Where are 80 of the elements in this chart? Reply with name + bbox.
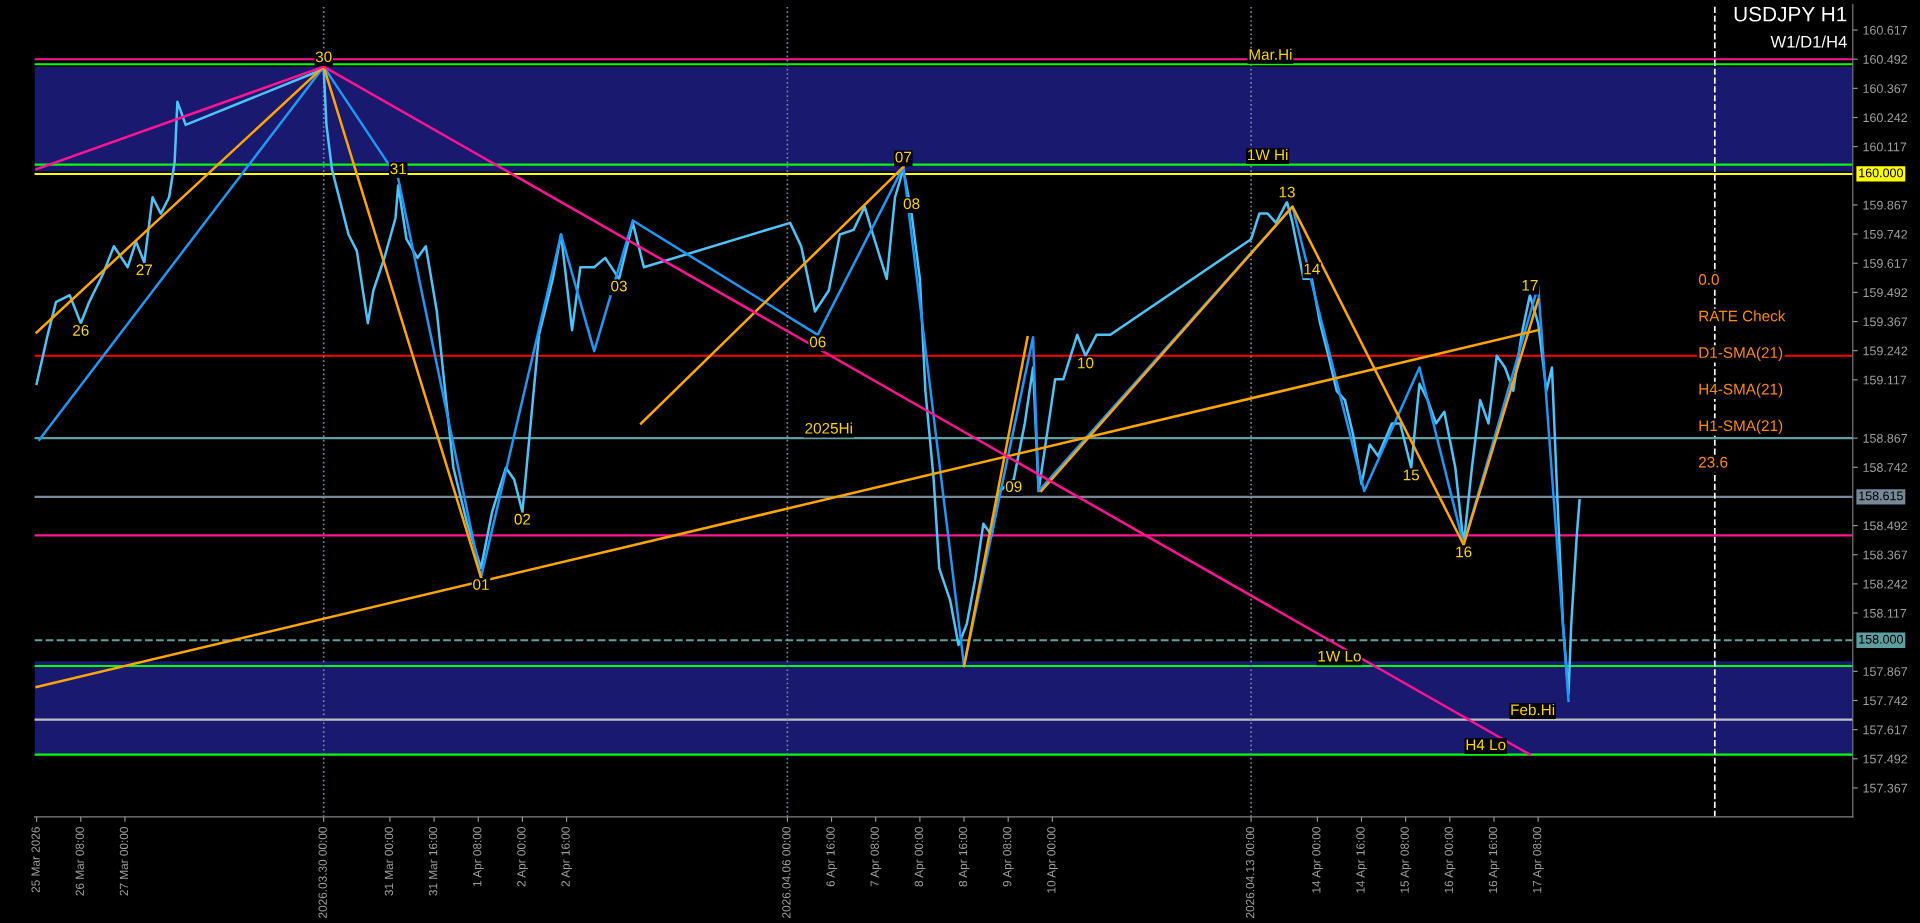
y-tick-label: 158.117: [1863, 608, 1907, 618]
annotation: 07: [895, 151, 912, 163]
y-tick-label: 158.242: [1863, 579, 1908, 589]
ref-line-label: 158.000: [1859, 634, 1903, 644]
x-tick-label: 31 Mar 16:00: [428, 827, 438, 896]
y-tick-label: 158.492: [1863, 521, 1908, 531]
ref-line-label: 158.615: [1859, 491, 1903, 501]
annotation: 1W Lo: [1318, 650, 1361, 662]
x-tick-label: 25 Mar 2026: [31, 827, 40, 893]
x-tick-label: 14 Apr 00:00: [1312, 827, 1323, 893]
y-tick-label: 159.367: [1863, 317, 1908, 327]
y-tick-label: 159.617: [1863, 259, 1908, 268]
annotation: 15: [1403, 469, 1420, 481]
annotation: 10: [1078, 357, 1094, 369]
y-tick-label: 158.742: [1863, 463, 1908, 472]
x-tick-label: 6 Apr 16:00: [826, 827, 838, 887]
annotation: Mar.Hi: [1249, 48, 1292, 60]
y-tick-label: 160.367: [1863, 84, 1908, 93]
chart-title: USDJPY H1: [1734, 6, 1847, 22]
annotation: 06: [809, 336, 826, 348]
y-tick-label: 160.117: [1863, 142, 1907, 152]
annotation: 26: [73, 324, 89, 336]
x-tick-label: 8 Apr 00:00: [914, 827, 926, 887]
annotation: 17: [1522, 280, 1538, 291]
x-tick-label: 2 Apr 00:00: [517, 827, 528, 887]
annotation: 2025Hi: [805, 422, 852, 434]
annotation: 13: [1279, 186, 1295, 198]
annotation: Feb.Hi: [1511, 703, 1555, 716]
y-tick-label: 160.492: [1863, 54, 1908, 64]
x-tick-label: 8 Apr 16:00: [958, 827, 970, 887]
y-tick-label: 157.617: [1863, 725, 1908, 735]
y-tick-label: 159.242: [1863, 346, 1908, 356]
annotation: 1W Hi: [1248, 148, 1288, 161]
annotation: 09: [1005, 481, 1022, 493]
x-tick-label: 1 Apr 08:00: [473, 827, 484, 887]
y-tick-label: 158.367: [1863, 550, 1908, 560]
annotation: 08: [903, 198, 920, 210]
x-tick-label: 7 Apr 08:00: [870, 827, 882, 887]
y-tick-label: 157.367: [1863, 783, 1908, 793]
annotation: 02: [514, 513, 531, 525]
x-tick-label: 14 Apr 16:00: [1356, 827, 1367, 893]
x-tick-label: 16 Apr 00:00: [1444, 827, 1456, 893]
ref-line-label: 160.000: [1859, 168, 1903, 178]
y-tick-label: 159.117: [1863, 375, 1907, 385]
annotation: H4 Lo: [1466, 739, 1506, 751]
text: W1/D1/H4: [1770, 35, 1847, 48]
annotation: 03: [611, 280, 627, 292]
x-tick-label: 10 Apr 00:00: [1047, 827, 1058, 893]
annotation: 16: [1456, 546, 1472, 558]
annotation: RATE Check: [1699, 310, 1786, 322]
y-tick-label: 157.492: [1863, 754, 1908, 764]
annotation: 0.0: [1698, 274, 1719, 285]
x-tick-label: 2026.04.06 00:00: [782, 827, 791, 918]
y-tick-label: 160.242: [1863, 113, 1908, 123]
x-tick-label: 2 Apr 16:00: [561, 827, 573, 887]
x-tick-label: 17 Apr 08:00: [1532, 827, 1544, 893]
y-tick-label: 159.867: [1863, 200, 1908, 210]
annotation: 23.6: [1699, 456, 1728, 468]
annotation: 01: [473, 579, 489, 590]
annotation: D1-SMA(21): [1699, 346, 1783, 361]
y-tick-label: 159.492: [1863, 288, 1908, 298]
x-tick-label: 2026.03.30 00:00: [318, 827, 327, 918]
annotation: H1-SMA(21): [1699, 419, 1783, 435]
x-tick-label: 27 Mar 00:00: [119, 827, 129, 896]
x-tick-label: 26 Mar 08:00: [75, 827, 84, 896]
annotation: 27: [136, 264, 153, 275]
x-tick-label: 16 Apr 16:00: [1488, 827, 1500, 893]
annotation: H4-SMA(21): [1699, 383, 1783, 398]
annotation: 30: [315, 51, 332, 63]
y-tick-label: 159.742: [1863, 229, 1908, 239]
annotation: 14: [1304, 263, 1320, 275]
x-tick-label: 31 Mar 00:00: [384, 827, 394, 896]
y-tick-label: 157.742: [1863, 696, 1908, 706]
x-tick-label: 2026.04.13 00:00: [1245, 827, 1255, 918]
annotation: 31: [390, 163, 406, 175]
x-tick-label: 15 Apr 08:00: [1400, 827, 1412, 893]
y-tick-label: 157.867: [1863, 667, 1908, 676]
y-tick-label: 160.617: [1863, 25, 1908, 35]
y-tick-label: 158.867: [1863, 433, 1908, 443]
x-tick-label: 9 Apr 08:00: [1003, 827, 1014, 887]
